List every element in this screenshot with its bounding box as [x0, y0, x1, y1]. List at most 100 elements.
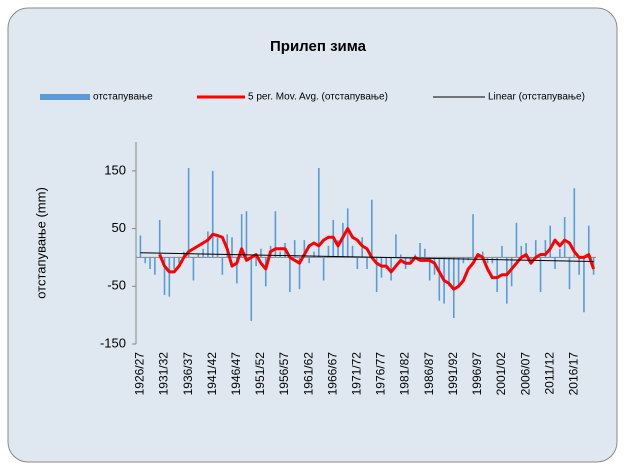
bar — [289, 257, 291, 293]
bar — [587, 225, 590, 258]
bar — [559, 248, 561, 258]
bar — [525, 243, 527, 258]
bar — [390, 257, 392, 281]
bar — [424, 248, 426, 258]
bar — [158, 219, 161, 258]
bar — [578, 257, 580, 275]
x-tick-label: 1986/87 — [422, 352, 436, 396]
bar — [539, 257, 542, 293]
legend-label: Linear (отстапување) — [488, 92, 585, 103]
y-axis-label: отстапување (mm) — [33, 187, 48, 299]
bar — [187, 167, 190, 258]
bar — [462, 257, 465, 264]
bar — [245, 211, 248, 258]
bar — [240, 214, 243, 258]
bar — [322, 257, 325, 281]
bar — [356, 257, 359, 269]
bar — [448, 257, 450, 287]
bar — [168, 257, 171, 297]
bar — [496, 257, 498, 293]
bar — [293, 240, 296, 258]
bar — [298, 257, 301, 290]
bar — [568, 257, 571, 290]
bar — [375, 257, 378, 293]
legend-swatch — [40, 94, 90, 100]
bar — [231, 237, 233, 258]
bar — [385, 257, 388, 269]
bar — [274, 211, 277, 258]
bar — [216, 237, 219, 258]
x-tick-label: 1951/52 — [253, 352, 267, 396]
bar — [264, 257, 267, 287]
bar — [250, 257, 253, 321]
bar — [260, 248, 262, 258]
y-tick-label: -150 — [100, 335, 126, 350]
bar — [163, 257, 166, 295]
bar — [506, 257, 508, 304]
bar — [515, 222, 518, 258]
trend-line — [140, 252, 594, 262]
bar — [481, 251, 484, 258]
bar — [491, 257, 494, 264]
bar — [549, 225, 551, 258]
x-tick-label: 1971/72 — [350, 352, 364, 396]
x-tick-label: 1981/82 — [398, 352, 412, 396]
bar — [563, 217, 566, 258]
bar — [583, 257, 585, 313]
x-tick-label: 1941/42 — [205, 352, 219, 396]
x-tick-label: 2001/02 — [494, 352, 508, 396]
bar — [236, 257, 238, 284]
y-tick-label: 50 — [112, 220, 126, 235]
chart-title: Прилеп зима — [270, 38, 367, 55]
bar — [211, 170, 214, 258]
x-tick-label: 1936/37 — [181, 352, 195, 396]
bar — [366, 257, 368, 269]
bar — [178, 257, 180, 264]
bar — [534, 240, 537, 258]
x-tick-label: 1956/57 — [277, 352, 291, 396]
x-tick-label: 1961/62 — [301, 352, 315, 396]
bar — [544, 240, 547, 258]
bar — [221, 257, 224, 275]
bar — [173, 257, 175, 269]
bar — [371, 199, 373, 258]
x-tick-label: 1966/67 — [325, 352, 339, 396]
bar — [327, 245, 330, 258]
bar — [308, 257, 310, 264]
bar — [510, 257, 513, 287]
bar — [149, 257, 151, 269]
chart-panel — [7, 7, 618, 463]
bar — [419, 243, 421, 258]
x-tick-label: 1946/47 — [229, 352, 243, 396]
bar — [395, 234, 397, 258]
bar — [192, 257, 195, 281]
bar — [351, 245, 354, 258]
bar — [139, 235, 142, 258]
legend-label: отстапување — [93, 92, 153, 103]
x-tick-label: 1996/97 — [470, 352, 484, 396]
bar — [554, 257, 556, 269]
y-tick-label: 150 — [104, 162, 126, 177]
legend-label: 5 per. Mov. Avg. (отстапување) — [248, 92, 388, 103]
bar — [486, 257, 489, 264]
bar — [501, 245, 503, 258]
bar — [144, 257, 147, 264]
bar — [337, 240, 339, 258]
bar — [472, 214, 474, 258]
bar — [183, 251, 185, 258]
bar — [303, 240, 306, 258]
bar — [573, 188, 576, 258]
bar — [428, 257, 431, 281]
bar — [279, 251, 282, 258]
bar — [197, 254, 200, 258]
y-tick-label: -50 — [107, 278, 126, 293]
bar — [399, 254, 402, 258]
x-tick-label: 1976/77 — [374, 352, 388, 396]
moving-average-line — [158, 227, 596, 291]
x-tick-label: 2006/07 — [518, 352, 532, 396]
x-tick-label: 1991/92 — [446, 352, 460, 396]
bar — [438, 257, 441, 301]
x-tick-label: 2011/12 — [542, 352, 556, 395]
bar — [346, 208, 349, 258]
